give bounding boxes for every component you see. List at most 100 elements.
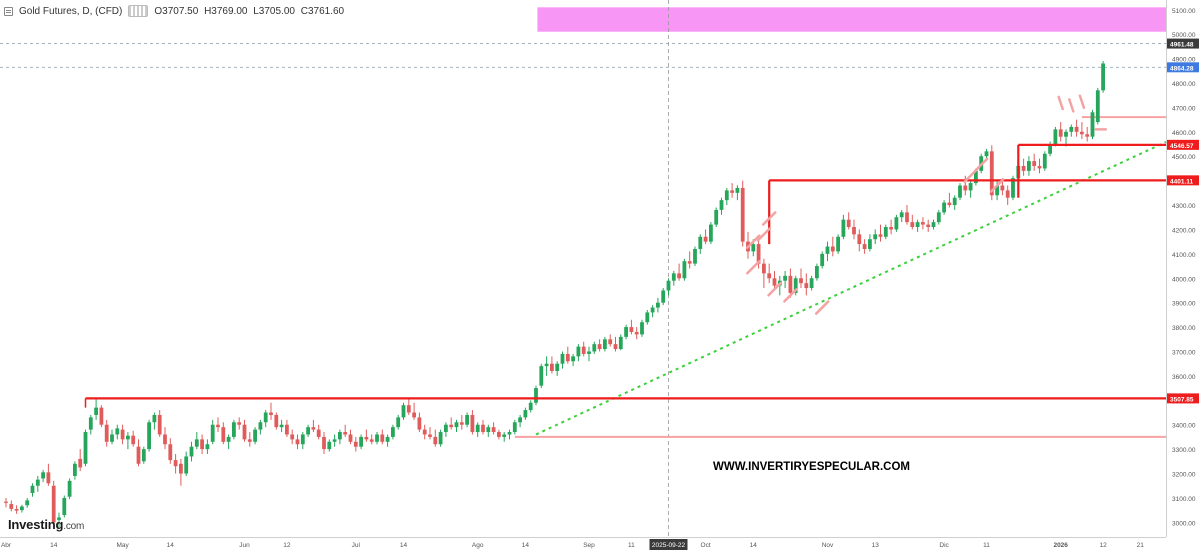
candle (624, 324, 628, 340)
candle-body (428, 434, 432, 437)
candle (475, 422, 480, 437)
candle-body (1058, 129, 1063, 137)
candle (1053, 126, 1058, 147)
time-axis[interactable] (0, 537, 1166, 552)
candle (830, 236, 835, 257)
candle-body (958, 185, 962, 198)
menu-icon[interactable] (4, 6, 13, 16)
candle-body (94, 407, 98, 415)
candle-body (608, 339, 613, 345)
candle-body (783, 275, 787, 281)
candle-body (793, 278, 798, 293)
candle-body (422, 429, 427, 435)
candle-body (915, 222, 920, 228)
candle-body (221, 427, 226, 442)
candle (364, 429, 369, 442)
candle (825, 241, 830, 262)
candle-body (168, 444, 173, 461)
candle (905, 205, 909, 225)
candle-body (756, 244, 761, 264)
candle-body (518, 417, 522, 423)
candle (104, 419, 109, 447)
candle (661, 288, 666, 306)
annotation-arrow (1057, 95, 1064, 111)
candle (83, 429, 88, 467)
candle-body (173, 460, 178, 467)
candle-body (926, 224, 931, 228)
candle-body (703, 236, 708, 242)
candle (889, 219, 893, 235)
candle-body (194, 439, 199, 447)
annotation-arrow (746, 260, 761, 275)
candle-body (857, 234, 862, 245)
candle-body (258, 422, 263, 430)
candle-body (910, 222, 915, 228)
candle-body (878, 234, 883, 237)
candle-body (449, 424, 454, 428)
candle-body (491, 427, 496, 433)
candle-body (666, 280, 671, 291)
candle-body (947, 202, 952, 206)
symbol-title[interactable]: Gold Futures, D, (CFD) (19, 5, 123, 17)
candle-body (1042, 153, 1047, 169)
candle-body (332, 439, 337, 442)
candle-body (481, 424, 485, 433)
candle-body (88, 417, 93, 430)
candle-body (952, 197, 957, 206)
resistance-zone (537, 7, 1166, 32)
candle (9, 500, 14, 512)
candle-body (550, 363, 554, 372)
candle-body (189, 446, 194, 457)
candle (279, 419, 284, 433)
candle (735, 185, 740, 201)
candle (883, 224, 888, 240)
annotation-arrow (1078, 94, 1086, 109)
candle (247, 432, 252, 447)
candle-body (253, 429, 257, 442)
candle-body (110, 434, 114, 442)
candle (216, 417, 220, 433)
candle-body (724, 190, 729, 201)
candle-body (618, 336, 623, 350)
candle-body (470, 414, 475, 433)
candle (226, 434, 231, 450)
candle-body (730, 190, 734, 193)
candle-body (4, 501, 8, 503)
candle-body (1064, 131, 1068, 137)
candle (910, 214, 915, 230)
candle-body (1027, 161, 1031, 171)
candle-body (459, 422, 464, 425)
candle-body (671, 273, 676, 281)
candle (650, 305, 655, 318)
candle (613, 336, 618, 352)
candle-body (274, 414, 279, 428)
candle (682, 258, 687, 281)
candle (560, 351, 565, 369)
candle (385, 434, 390, 447)
candle (4, 497, 8, 508)
candle-body (136, 446, 141, 464)
candle (793, 275, 798, 296)
candle-body (1080, 131, 1084, 135)
candle (253, 427, 257, 445)
candle-body (359, 436, 363, 447)
candle (343, 424, 348, 437)
candle-body (216, 424, 220, 428)
candle-body (247, 439, 252, 442)
candle-body (507, 432, 512, 435)
candle-body (883, 227, 888, 237)
open-value: O3707.50 (154, 5, 199, 17)
candle (136, 439, 141, 467)
candle-body (465, 414, 469, 425)
toggle-visibility-icon[interactable] (128, 5, 149, 17)
candle-body (560, 353, 565, 364)
candle (141, 446, 146, 464)
candle (640, 319, 644, 337)
candle-body (295, 439, 300, 445)
price-axis[interactable] (1166, 0, 1199, 537)
candle (205, 439, 210, 455)
candle-body (210, 424, 215, 442)
candle (152, 412, 157, 430)
